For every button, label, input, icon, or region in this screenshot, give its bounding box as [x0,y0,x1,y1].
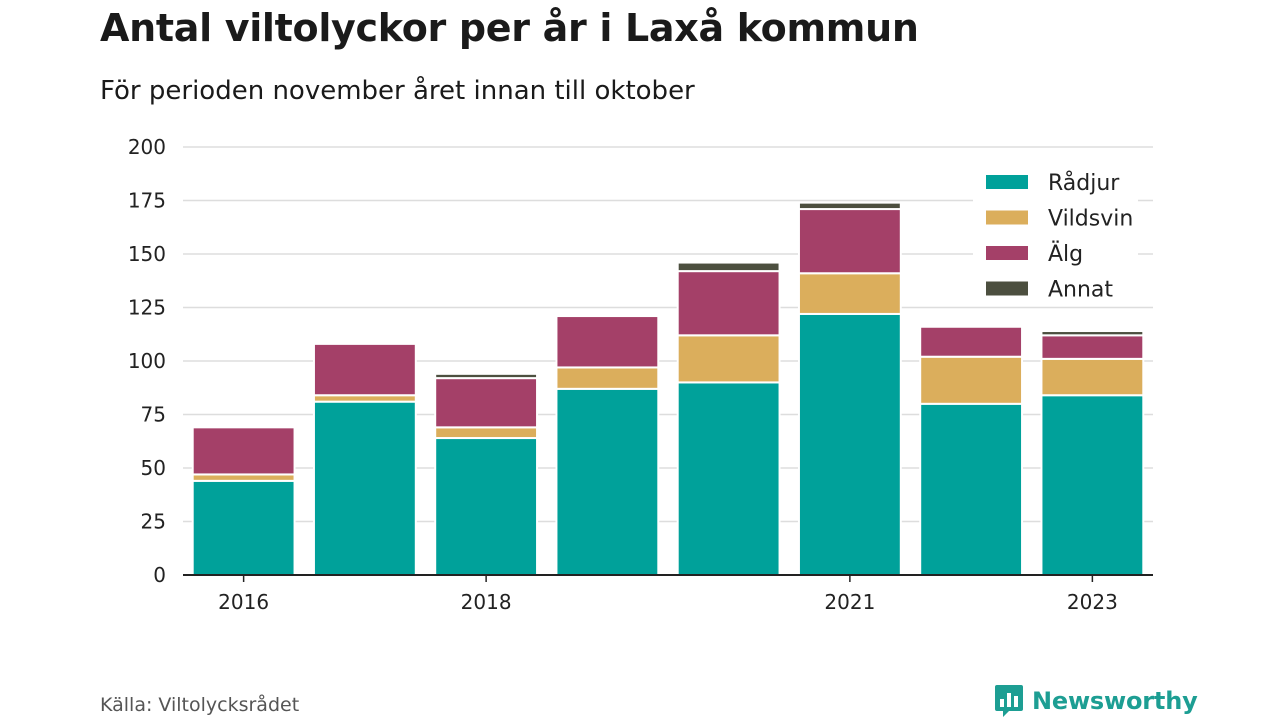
y-axis-ticks: 0 25 50 75 100 125 150 175 200 [128,135,166,587]
bar-segment [312,342,417,397]
bar-segment [1040,357,1145,397]
bar-segment [1040,330,1145,337]
legend-label: Älg [1048,241,1083,267]
y-tick-label: 175 [128,189,166,213]
bar-segment [919,355,1024,405]
bar-segment [676,261,781,273]
y-tick-label: 75 [141,403,166,427]
chart-subtitle: För perioden november året innan till ok… [100,76,695,106]
legend-swatch [986,281,1028,296]
bar-segment [919,402,1024,576]
legend-label: Rådjur [1048,170,1120,196]
x-tick-label: 2018 [461,590,512,614]
bar-segment [797,201,902,211]
legend-label: Vildsvin [1048,207,1133,232]
bar-segment [434,377,539,429]
brand-name: Newsworthy [1032,687,1198,715]
y-tick-label: 50 [141,456,166,480]
bar-segment [676,270,781,337]
y-tick-label: 150 [128,242,166,266]
bar-segment [797,312,902,576]
y-tick-label: 25 [141,510,166,534]
y-tick-label: 125 [128,296,166,320]
bar-segment [434,372,539,380]
bar-segment [1040,334,1145,360]
bar-segment [191,479,296,576]
bar-segment [191,426,296,476]
y-tick-label: 0 [153,563,166,587]
bar-segment [797,208,902,275]
bar-segment [434,437,539,577]
bar-segment [555,387,660,576]
bar-chart-logo-icon [995,685,1023,717]
bar-segment [555,315,660,369]
legend-swatch [986,175,1028,189]
source-note: Källa: Viltolycksrådet [100,694,300,716]
bar-segment [1040,394,1145,576]
brand-logo: Newsworthy [994,684,1198,718]
x-tick-label: 2023 [1067,590,1118,614]
bar-segment [919,325,1024,358]
x-axis: 2016 2018 2021 2023 [183,574,1153,614]
bar-segment [555,366,660,390]
y-tick-label: 100 [128,349,166,373]
y-tick-label: 200 [128,135,166,159]
legend: Rådjur Vildsvin Älg Annat [973,164,1138,306]
bar-segment [312,400,417,576]
bar-segment [676,334,781,384]
x-tick-label: 2021 [824,590,875,614]
bar-segment [434,426,539,440]
legend-swatch [986,210,1028,225]
bar-segment [797,272,902,315]
legend-label: Annat [1048,278,1113,303]
x-tick-label: 2016 [218,590,269,614]
bars [191,201,1145,577]
bar-segment [676,381,781,576]
legend-swatch [986,246,1028,260]
chart-title: Antal viltolyckor per år i Laxå kommun [100,6,919,50]
